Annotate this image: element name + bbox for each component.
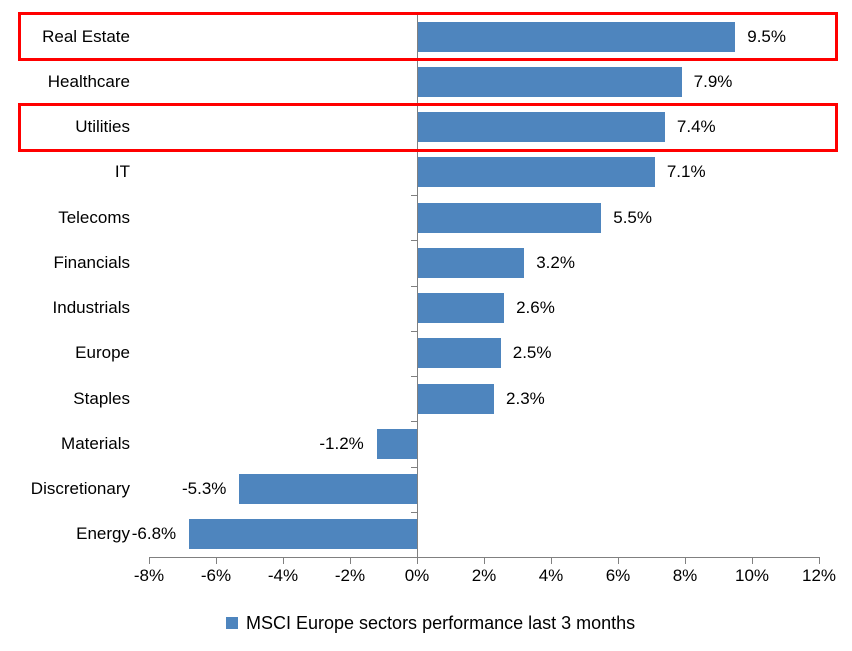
legend-label: MSCI Europe sectors performance last 3 m…: [246, 612, 636, 633]
value-axis-tick-label: 4%: [538, 566, 564, 585]
category-label-healthcare: Healthcare: [47, 71, 130, 91]
category-axis-tick: [411, 421, 417, 423]
value-label: 7.9%: [693, 71, 733, 91]
category-axis-tick: [411, 195, 417, 196]
value-axis-tick-label: 2%: [471, 566, 497, 585]
category-axis-tick: [411, 511, 417, 513]
bar-staples: [417, 383, 495, 414]
category-label-staples: Staples: [73, 388, 130, 408]
value-axis-tick-label: 0%: [404, 566, 430, 585]
bar-discretionary: [239, 474, 417, 505]
value-label: 7.4%: [676, 117, 716, 137]
value-axis-tick: [350, 557, 351, 564]
value-axis-tick: [685, 557, 686, 564]
value-label: 2.5%: [512, 343, 552, 363]
highlight-box-utilities: [18, 102, 838, 152]
bar-europe: [417, 338, 501, 369]
value-axis-tick: [417, 557, 418, 564]
value-axis-tick: [819, 557, 820, 564]
category-label-discretionary: Discretionary: [30, 479, 130, 499]
category-label-materials: Materials: [61, 433, 130, 453]
value-label: -5.3%: [182, 479, 227, 499]
legend: MSCI Europe sectors performance last 3 m…: [226, 611, 635, 635]
bar-materials: [376, 428, 417, 459]
value-axis-tick-label: -8%: [133, 566, 165, 585]
value-axis-tick: [216, 557, 217, 564]
value-axis-tick-label: -4%: [267, 566, 299, 585]
value-axis-tick-label: -2%: [334, 566, 366, 585]
category-axis-tick: [411, 240, 417, 242]
value-label: 2.3%: [506, 388, 545, 408]
value-axis-tick-label: 10%: [734, 566, 770, 585]
bar-industrials: [417, 293, 505, 324]
category-label-real-estate: Real Estate: [42, 26, 130, 46]
category-label-europe: Europe: [75, 343, 130, 363]
bar-telecoms: [417, 202, 602, 233]
bar-real-estate: [417, 21, 736, 52]
category-axis-line: [417, 14, 418, 557]
category-axis-tick: [411, 376, 417, 377]
bar-healthcare: [417, 66, 682, 97]
bar-financials: [417, 247, 525, 278]
category-label-utilities: Utilities: [75, 117, 130, 137]
value-axis-tick-label: -6%: [200, 566, 232, 585]
value-axis-tick: [618, 557, 619, 564]
value-label: -1.2%: [319, 433, 364, 453]
value-axis-tick-label: 8%: [672, 566, 698, 585]
value-label: 9.5%: [747, 26, 786, 46]
bar-energy: [189, 519, 417, 550]
value-axis-tick-label: 6%: [605, 566, 631, 585]
category-label-financials: Financials: [53, 252, 130, 272]
value-axis-tick-label: 12%: [801, 566, 837, 585]
value-label: 7.1%: [666, 162, 706, 182]
value-axis-tick: [752, 557, 753, 564]
bar-it: [417, 157, 655, 188]
value-label: 5.5%: [613, 207, 652, 227]
value-label: -6.8%: [131, 524, 177, 544]
category-axis-tick: [411, 330, 417, 332]
value-axis-tick: [484, 557, 485, 564]
value-axis-tick: [149, 557, 150, 564]
value-axis-tick: [283, 557, 284, 564]
value-axis-tick: [551, 557, 552, 564]
bar-utilities: [417, 112, 665, 143]
category-axis-tick: [411, 466, 417, 468]
value-label: 3.2%: [536, 252, 575, 272]
value-label: 2.6%: [516, 298, 555, 318]
category-label-industrials: Industrials: [52, 298, 130, 318]
highlight-box-real-estate: [18, 12, 838, 62]
category-label-it: IT: [114, 162, 130, 182]
category-label-telecoms: Telecoms: [58, 207, 130, 227]
category-axis-tick: [411, 285, 417, 287]
category-label-energy: Energy: [76, 524, 130, 544]
legend-swatch-icon: [226, 617, 238, 629]
